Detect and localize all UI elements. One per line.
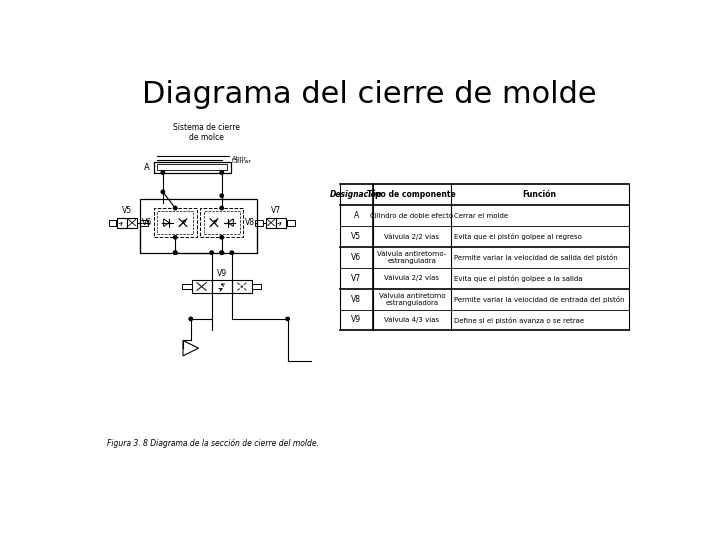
Bar <box>153 162 231 173</box>
Text: Permite variar la velocidad de entrada del pistón: Permite variar la velocidad de entrada d… <box>454 295 624 302</box>
Text: Válvula 2/2 vías: Válvula 2/2 vías <box>384 233 439 240</box>
Bar <box>154 208 197 237</box>
Text: V6: V6 <box>143 218 153 227</box>
Bar <box>266 218 276 228</box>
Bar <box>157 211 194 234</box>
Circle shape <box>210 251 213 254</box>
Bar <box>255 220 263 226</box>
Text: Válvula 4/3 vías: Válvula 4/3 vías <box>384 317 439 323</box>
Text: Designación: Designación <box>330 190 382 199</box>
Circle shape <box>220 235 223 239</box>
Bar <box>140 199 257 253</box>
Circle shape <box>220 194 223 198</box>
Circle shape <box>220 206 223 210</box>
Bar <box>117 218 127 228</box>
Text: Sistema de cierre
de molce: Sistema de cierre de molce <box>173 123 240 142</box>
Bar <box>109 220 117 226</box>
Text: Abrir: Abrir <box>232 156 247 161</box>
Text: Cerrar el molde: Cerrar el molde <box>454 213 508 219</box>
Bar <box>200 208 243 237</box>
Bar <box>182 284 192 289</box>
Text: V6: V6 <box>351 253 361 262</box>
Text: V7: V7 <box>351 274 361 283</box>
Text: V8: V8 <box>245 218 255 227</box>
Bar <box>192 280 212 294</box>
Bar <box>252 284 261 289</box>
Text: Tipo de componente: Tipo de componente <box>367 190 456 199</box>
Circle shape <box>174 206 177 210</box>
Circle shape <box>174 251 177 254</box>
Text: Función: Función <box>523 190 557 199</box>
Text: Evita que el pistón golpee al regreso: Evita que el pistón golpee al regreso <box>454 233 582 240</box>
Text: V8: V8 <box>351 295 361 303</box>
Bar <box>127 218 138 228</box>
Circle shape <box>220 251 223 254</box>
Circle shape <box>161 171 165 174</box>
Bar <box>140 220 148 226</box>
Text: A: A <box>354 211 359 220</box>
Text: Diagrama del cierre de molde: Diagrama del cierre de molde <box>142 80 596 109</box>
Bar <box>204 211 240 234</box>
Text: Evita que el pistón golpee a la salida: Evita que el pistón golpee a la salida <box>454 275 582 282</box>
Text: V7: V7 <box>271 206 281 215</box>
Bar <box>232 280 252 294</box>
Circle shape <box>174 235 177 239</box>
Circle shape <box>174 251 177 254</box>
Text: Define si el pistón avanza o se retrae: Define si el pistón avanza o se retrae <box>454 316 584 323</box>
Bar <box>276 218 286 228</box>
Circle shape <box>161 190 165 193</box>
Text: Válvula antiretorno
estranguladora: Válvula antiretorno estranguladora <box>379 293 445 306</box>
Text: V9: V9 <box>217 269 227 278</box>
Circle shape <box>220 251 223 254</box>
Text: Permite variar la velocidad de salida del pistón: Permite variar la velocidad de salida de… <box>454 254 618 261</box>
Circle shape <box>230 251 233 254</box>
Circle shape <box>189 317 192 321</box>
Text: Válvula 2/2 vías: Válvula 2/2 vías <box>384 275 439 281</box>
Text: V9: V9 <box>351 315 361 325</box>
Text: V5: V5 <box>351 232 361 241</box>
Bar <box>158 164 228 170</box>
Text: Válvula antiretorno-
estranguladra: Válvula antiretorno- estranguladra <box>377 251 446 264</box>
Bar <box>212 280 232 294</box>
Text: Cilindro de doble efecto: Cilindro de doble efecto <box>370 213 454 219</box>
Text: Figura 3. 8 Diagrama de la sección de cierre del molde.: Figura 3. 8 Diagrama de la sección de ci… <box>107 438 319 448</box>
Text: Cerrar: Cerrar <box>232 159 252 164</box>
Text: V5: V5 <box>122 206 132 215</box>
Bar <box>287 220 294 226</box>
Circle shape <box>220 171 223 174</box>
Circle shape <box>286 317 289 321</box>
Text: A: A <box>144 163 150 172</box>
